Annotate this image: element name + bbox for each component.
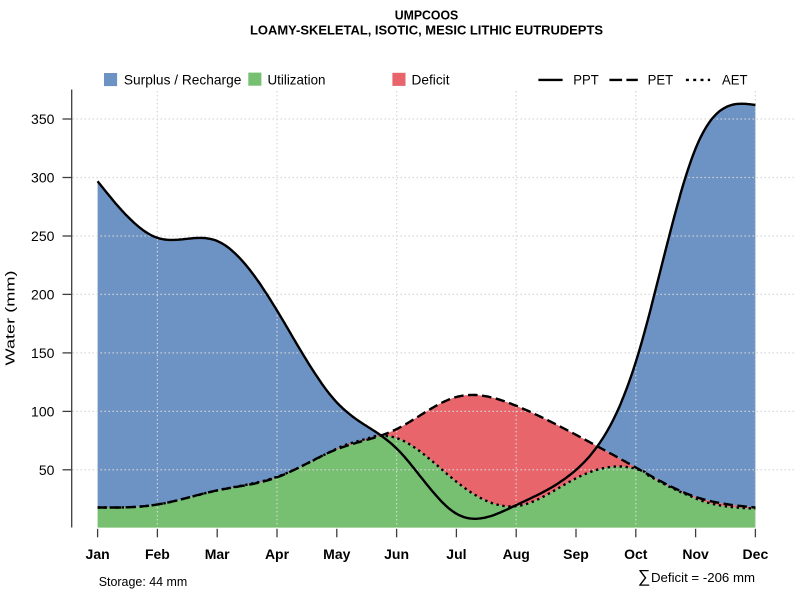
svg-text:∑Deficit = -206 mm: ∑Deficit = -206 mm (638, 566, 755, 586)
svg-text:Nov: Nov (682, 546, 709, 562)
svg-text:50: 50 (39, 462, 55, 478)
svg-text:UMPCOOS: UMPCOOS (395, 8, 459, 23)
svg-text:Jul: Jul (446, 546, 466, 562)
svg-text:100: 100 (31, 404, 55, 420)
svg-text:300: 300 (31, 170, 55, 186)
svg-text:Jan: Jan (86, 546, 110, 562)
svg-text:AET: AET (722, 73, 748, 88)
svg-text:Deficit: Deficit (412, 73, 450, 88)
svg-text:Utilization: Utilization (268, 73, 326, 88)
svg-text:250: 250 (31, 228, 55, 244)
svg-text:Oct: Oct (624, 546, 648, 562)
svg-text:PPT: PPT (573, 73, 598, 88)
svg-text:Surplus / Recharge: Surplus / Recharge (124, 73, 241, 88)
svg-text:200: 200 (31, 287, 55, 303)
svg-text:Feb: Feb (145, 546, 170, 562)
svg-text:Dec: Dec (743, 546, 769, 562)
svg-text:Jun: Jun (384, 546, 409, 562)
svg-text:Water (mm): Water (mm) (3, 271, 18, 366)
svg-text:Aug: Aug (503, 546, 530, 562)
svg-text:May: May (323, 546, 350, 562)
svg-text:Mar: Mar (205, 546, 230, 562)
svg-text:Storage: 44 mm: Storage: 44 mm (99, 574, 188, 589)
svg-text:Apr: Apr (265, 546, 290, 562)
svg-text:350: 350 (31, 111, 55, 127)
svg-text:LOAMY-SKELETAL, ISOTIC, MESIC: LOAMY-SKELETAL, ISOTIC, MESIC LITHIC EUT… (250, 22, 603, 37)
svg-text:PET: PET (648, 73, 674, 88)
svg-text:Sep: Sep (563, 546, 589, 562)
svg-text:150: 150 (31, 345, 55, 361)
